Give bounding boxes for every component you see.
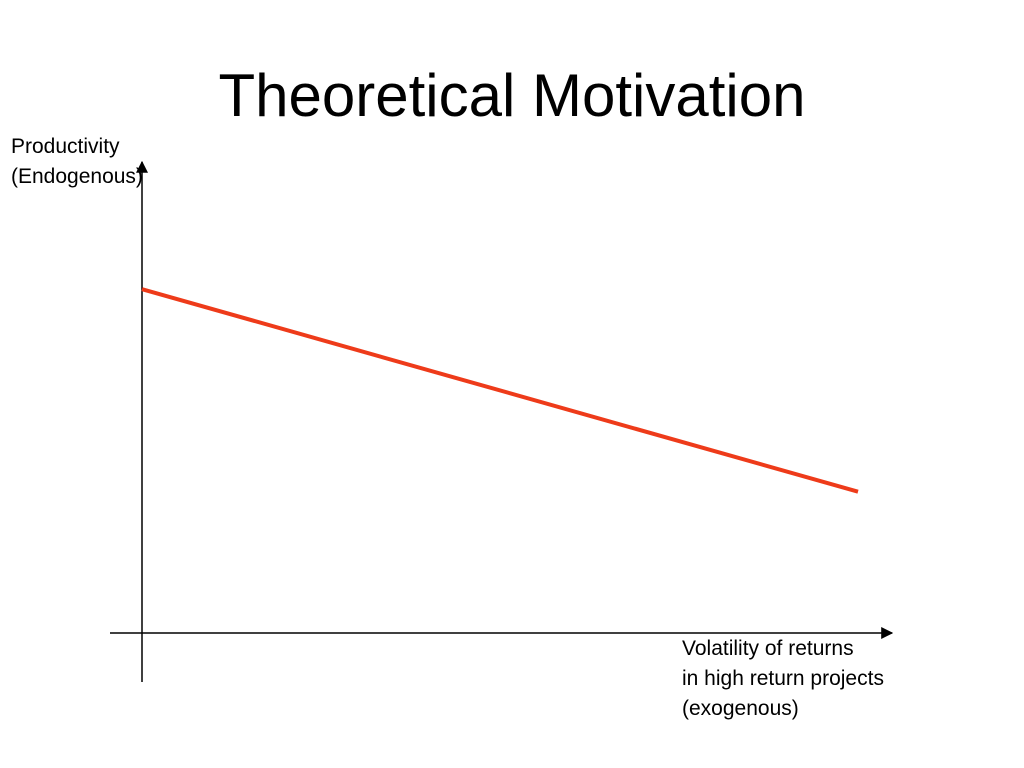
series-line-0 xyxy=(141,287,859,494)
x-axis-label-line-1: Volatility of returns xyxy=(682,637,854,660)
y-axis-label: Productivity (Endogenous) xyxy=(11,132,143,192)
y-axis-label-line-1: Productivity xyxy=(11,135,120,158)
x-axis-label: Volatility of returns in high return pro… xyxy=(682,634,884,724)
x-axis-label-line-2: in high return projects xyxy=(682,667,884,690)
series-layer xyxy=(141,287,859,494)
y-axis-label-line-2: (Endogenous) xyxy=(11,165,143,188)
x-axis-label-line-3: (exogenous) xyxy=(682,697,799,720)
slide-title: Theoretical Motivation xyxy=(218,62,806,129)
